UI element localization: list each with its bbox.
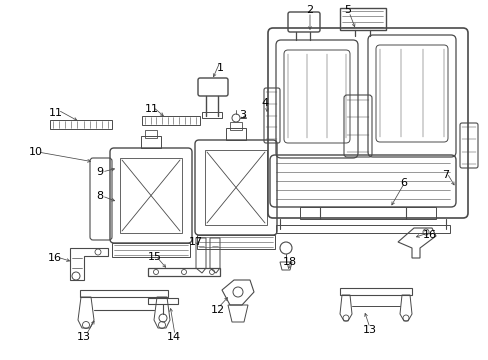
Bar: [225, 128, 245, 140]
Text: 16: 16: [48, 253, 62, 263]
Text: 4: 4: [261, 98, 268, 108]
Bar: [145, 130, 157, 138]
Text: 13: 13: [77, 332, 91, 342]
Bar: [148, 298, 178, 304]
Bar: [339, 288, 411, 295]
Bar: [120, 158, 182, 233]
Bar: [204, 150, 266, 225]
Text: 2: 2: [306, 5, 313, 15]
Text: 6: 6: [400, 178, 407, 188]
Bar: [229, 122, 242, 130]
Text: 15: 15: [148, 252, 162, 262]
Bar: [142, 116, 200, 125]
Bar: [50, 120, 112, 129]
Bar: [80, 290, 168, 297]
Text: 5: 5: [344, 5, 351, 15]
Bar: [197, 235, 274, 249]
Text: 16: 16: [422, 230, 436, 240]
Text: 18: 18: [283, 257, 296, 267]
Text: 9: 9: [96, 167, 103, 177]
Text: 10: 10: [29, 147, 43, 157]
Text: 12: 12: [210, 305, 224, 315]
Text: 17: 17: [188, 237, 203, 247]
Text: 13: 13: [362, 325, 376, 335]
Text: 7: 7: [442, 170, 448, 180]
Bar: [299, 207, 435, 219]
Bar: [112, 243, 190, 257]
Text: 11: 11: [49, 108, 63, 118]
Bar: [141, 136, 161, 148]
Bar: [275, 225, 449, 233]
Bar: [148, 268, 220, 276]
Bar: [339, 8, 385, 30]
Text: 14: 14: [166, 332, 181, 342]
Text: 8: 8: [96, 191, 103, 201]
Bar: [202, 112, 222, 118]
Text: 1: 1: [216, 63, 223, 73]
Text: 11: 11: [145, 104, 159, 114]
Text: 3: 3: [239, 110, 246, 120]
